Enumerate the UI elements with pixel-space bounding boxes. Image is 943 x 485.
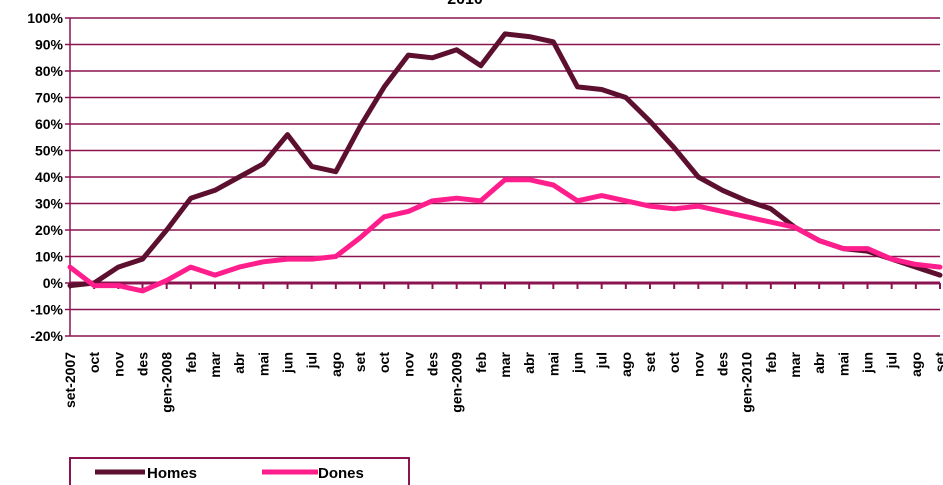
x-tick-label: mar	[207, 351, 223, 377]
x-tick-label: feb	[763, 352, 779, 373]
y-axis-ticks: 100% 90% 80% 70% 60% 50% 40% 30% 20% 10% 0% -10% -20…	[27, 10, 63, 344]
y-tick-label: 90%	[35, 37, 64, 53]
x-tick-label: gen-2009	[449, 352, 465, 413]
x-tick-label: set	[642, 352, 658, 373]
x-tick-label: des	[715, 352, 731, 376]
x-tick-label: nov	[400, 352, 416, 377]
x-tick-label: feb	[183, 352, 199, 373]
x-tick-label: mai	[545, 352, 561, 376]
x-tick-label: oct	[86, 352, 102, 373]
chart-title: 2010	[447, 0, 483, 8]
y-tick-label: 0%	[43, 275, 64, 291]
x-tick-label: nov	[110, 352, 126, 377]
x-tick-label: mai	[255, 352, 271, 376]
x-tick-label: set	[932, 352, 943, 373]
x-tick-label: set-2007	[62, 352, 78, 408]
x-tick-label: abr	[521, 351, 537, 373]
x-tick-label: oct	[666, 352, 682, 373]
legend-label-dones: Dones	[318, 465, 364, 482]
x-tick-label: set	[352, 352, 368, 373]
x-tick-label: jul	[594, 352, 610, 369]
x-tick-label: jul	[304, 352, 320, 369]
gridlines	[65, 17, 941, 337]
x-tick-label: ago	[328, 352, 344, 377]
x-tick-label: jun	[860, 352, 876, 374]
x-tick-label: abr	[811, 351, 827, 373]
x-tick-label: des	[135, 352, 151, 376]
x-tick-label: nov	[690, 352, 706, 377]
x-tick-label: mai	[835, 352, 851, 376]
x-tick-label: des	[425, 352, 441, 376]
x-tick-label: jul	[884, 352, 900, 369]
y-tick-label: -20%	[30, 328, 63, 344]
y-tick-label: 60%	[35, 116, 64, 132]
y-tick-label: -10%	[30, 302, 63, 318]
x-tick-label: mar	[787, 351, 803, 377]
legend-box	[69, 457, 410, 485]
x-tick-label: feb	[473, 352, 489, 373]
x-tick-label: gen-2008	[159, 352, 175, 413]
y-tick-label: 40%	[35, 169, 64, 185]
x-tick-label: abr	[231, 351, 247, 373]
x-tick-label: ago	[618, 352, 634, 377]
x-tick-label: jun	[570, 352, 586, 374]
x-tick-label: ago	[908, 352, 924, 377]
legend: Homes Dones	[69, 457, 410, 485]
y-tick-label: 80%	[35, 63, 64, 79]
x-tick-label: oct	[376, 352, 392, 373]
y-tick-label: 100%	[27, 10, 63, 26]
y-tick-label: 30%	[35, 196, 64, 212]
series-lines	[67, 31, 943, 294]
x-axis-ticks: set-2007 oct nov des gen-2008 feb mar abr mai jun…	[62, 351, 943, 412]
y-tick-label: 50%	[35, 143, 64, 159]
y-tick-label: 70%	[35, 90, 64, 106]
x-tick-label: jun	[280, 352, 296, 374]
y-tick-label: 20%	[35, 222, 64, 238]
y-tick-label: 10%	[35, 249, 64, 265]
x-tick-label: mar	[497, 351, 513, 377]
legend-label-homes: Homes	[147, 465, 197, 482]
series-line-dones	[67, 177, 943, 294]
x-tick-label: gen-2010	[739, 352, 755, 413]
